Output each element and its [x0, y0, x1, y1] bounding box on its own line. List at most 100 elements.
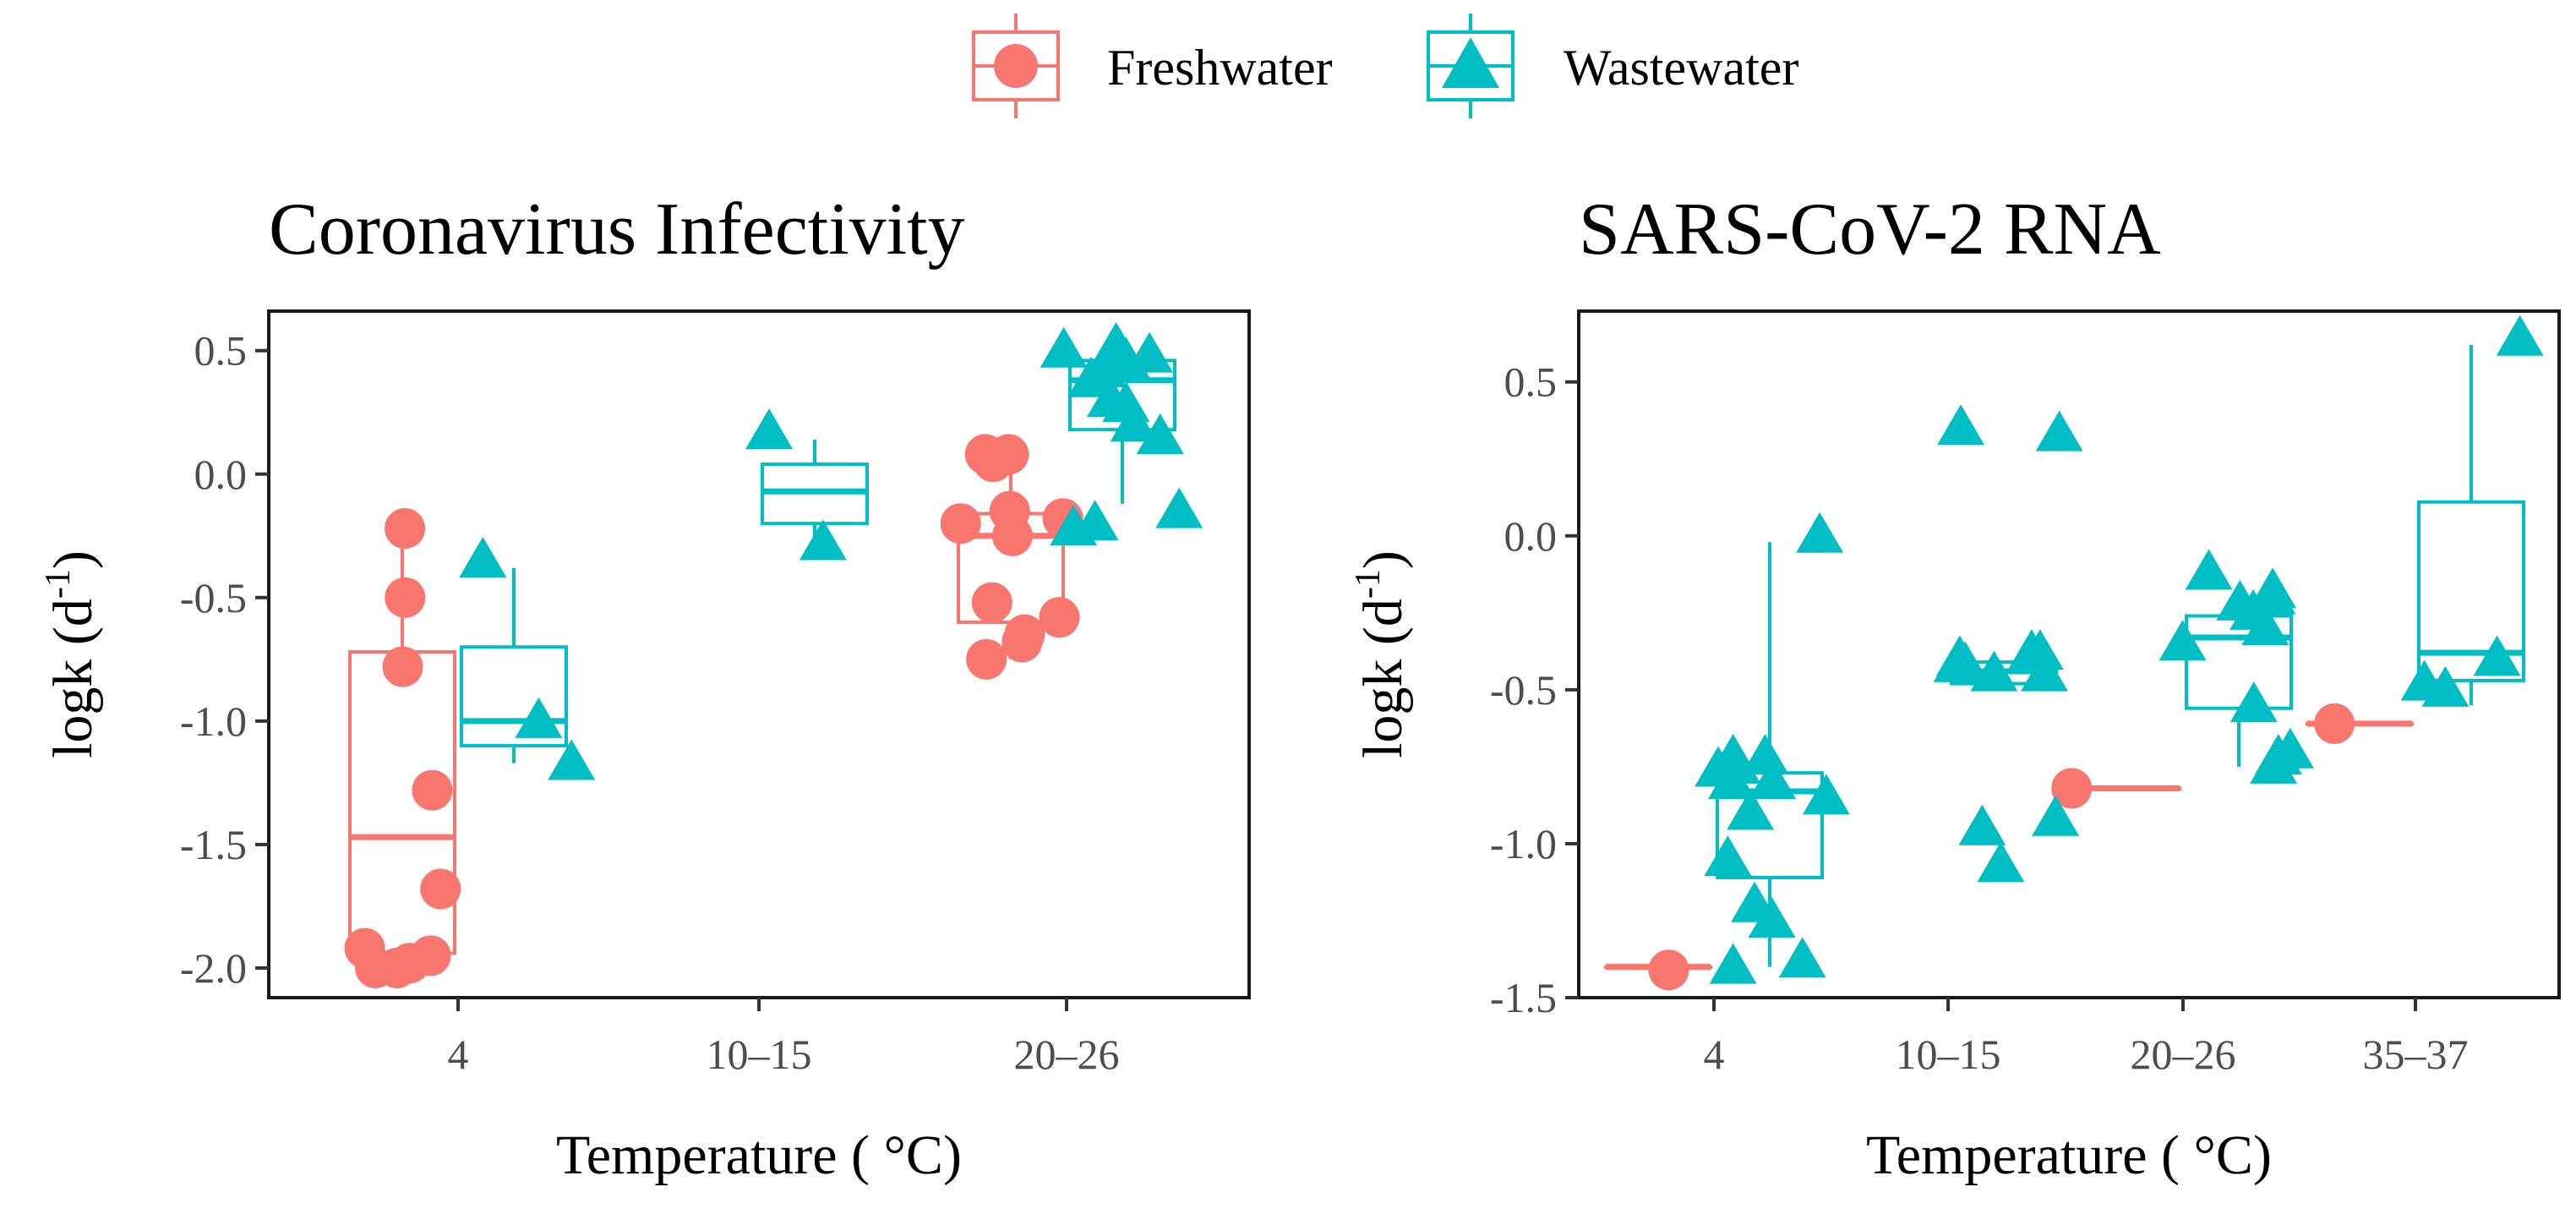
point-wastewater [2421, 665, 2470, 707]
point-freshwater [382, 646, 423, 687]
y-axis-title: logk (d-1) [39, 550, 104, 758]
point-wastewater [459, 537, 507, 578]
x-axis-title: Temperature ( °C) [556, 1124, 962, 1186]
point-freshwater [966, 638, 1007, 680]
y-tick-label: -1.0 [180, 698, 247, 745]
y-axis-title-main: logk (d [1352, 599, 1414, 758]
point-wastewater [1970, 650, 2018, 692]
x-tick-label: 20–26 [2131, 1031, 2236, 1078]
point-freshwater [355, 947, 396, 988]
point-wastewater [2016, 629, 2064, 670]
legend-circle-icon [994, 44, 1038, 88]
point-wastewater [2032, 795, 2080, 836]
point-wastewater [1695, 746, 1743, 787]
point-wastewater [2496, 315, 2544, 356]
point-wastewater [1067, 356, 1116, 397]
data-points [344, 321, 1203, 988]
y-axis: 0.5 0.0 -0.5 -1.0 -1.5 [1490, 358, 1579, 1021]
point-wastewater [2020, 650, 2068, 692]
point-wastewater [1110, 401, 1158, 442]
panel-rna: SARS-CoV-2 RNA 0.5 0.0 -0.5 -1.0 -1.5 4 10–15… [1349, 189, 2561, 1186]
point-freshwater [420, 868, 461, 910]
y-axis: 0.5 0.0 -0.5 -1.0 -1.5 -2.0 [180, 327, 269, 992]
y-tick-label: 0.0 [1504, 512, 1558, 560]
x-tick-label: 20–26 [1014, 1031, 1120, 1078]
y-tick-label: 0.0 [194, 451, 248, 498]
point-freshwater [1648, 949, 1689, 991]
point-freshwater [2314, 703, 2355, 744]
point-wastewater [2241, 604, 2289, 646]
panel-title: Coronavirus Infectivity [269, 189, 965, 271]
point-wastewater [548, 739, 596, 780]
point-freshwater [1001, 621, 1043, 663]
point-wastewater [2473, 635, 2521, 676]
point-wastewater [2185, 549, 2233, 590]
point-freshwater [991, 515, 1033, 556]
x-axis: 4 10–15 20–26 35–37 [1704, 998, 2469, 1078]
y-tick-label: -2.0 [180, 944, 247, 992]
y-tick-label: 0.5 [1504, 358, 1558, 406]
point-wastewater [1977, 841, 2025, 883]
x-tick-label: 10–15 [707, 1031, 812, 1078]
point-wastewater [2158, 620, 2207, 661]
point-freshwater [1039, 597, 1080, 638]
point-wastewater [1741, 733, 1789, 774]
y-tick-label: -0.5 [180, 574, 247, 621]
panel-title: SARS-CoV-2 RNA [1579, 189, 2161, 271]
y-tick-label: -1.0 [1490, 820, 1557, 867]
y-axis-title-close: ) [42, 550, 104, 569]
box-wastewater-35-37 [2417, 345, 2525, 706]
point-wastewater [1040, 326, 1088, 368]
legend: Freshwater Wastewater [972, 14, 1798, 118]
point-freshwater [385, 577, 426, 618]
point-freshwater [964, 434, 1006, 475]
x-tick-label: 4 [1704, 1031, 1725, 1078]
y-axis-title-main: logk (d [42, 599, 104, 758]
x-tick-label: 35–37 [2363, 1031, 2469, 1078]
point-freshwater [2051, 768, 2093, 809]
point-wastewater [2035, 410, 2083, 451]
y-axis-title-sup: -1 [1349, 569, 1388, 599]
point-wastewater [745, 408, 794, 450]
point-freshwater [971, 582, 1012, 623]
point-freshwater [385, 508, 426, 550]
point-wastewater [1102, 336, 1150, 378]
box-body [2417, 500, 2525, 682]
point-wastewater [1796, 512, 1844, 553]
point-wastewater [1958, 804, 2006, 845]
y-axis-title-sup: -1 [39, 569, 78, 599]
point-wastewater [1933, 641, 1981, 682]
point-wastewater [1050, 505, 1098, 546]
box-body [460, 645, 568, 748]
point-freshwater [940, 503, 981, 544]
box-wastewater-10-15 [761, 439, 869, 549]
legend-item-wastewater[interactable]: Wastewater [1427, 14, 1798, 118]
point-wastewater [1778, 937, 1826, 978]
point-wastewater [2248, 573, 2296, 615]
x-axis: 4 10–15 20–26 [448, 998, 1120, 1078]
y-tick-label: -1.5 [180, 821, 247, 868]
legend-label-wastewater: Wastewater [1564, 40, 1798, 96]
point-wastewater [1155, 487, 1203, 528]
point-wastewater [1709, 943, 1757, 984]
point-wastewater [1704, 835, 1752, 877]
point-freshwater [412, 769, 453, 811]
point-wastewater [1727, 789, 1775, 830]
point-wastewater [2229, 681, 2278, 723]
legend-triangle-icon [1442, 37, 1499, 88]
point-wastewater [1136, 413, 1184, 454]
legend-item-freshwater[interactable]: Freshwater [972, 14, 1333, 118]
y-axis-title: logk (d-1) [1349, 550, 1414, 758]
legend-label-freshwater: Freshwater [1107, 40, 1333, 96]
y-axis-title-close: ) [1352, 550, 1414, 569]
point-wastewater [1731, 881, 1779, 922]
point-wastewater [799, 519, 847, 561]
point-wastewater [1749, 758, 1797, 800]
plot-frame [1577, 309, 2561, 999]
data-points [1648, 315, 2544, 991]
panel-infectivity: Coronavirus Infectivity 0.5 0.0 -0.5 -1.0 -1… [39, 189, 1251, 1186]
y-tick-label: 0.5 [194, 327, 248, 375]
point-wastewater [2250, 742, 2298, 784]
y-tick-label: -1.5 [1490, 974, 1557, 1021]
point-wastewater [515, 697, 563, 738]
